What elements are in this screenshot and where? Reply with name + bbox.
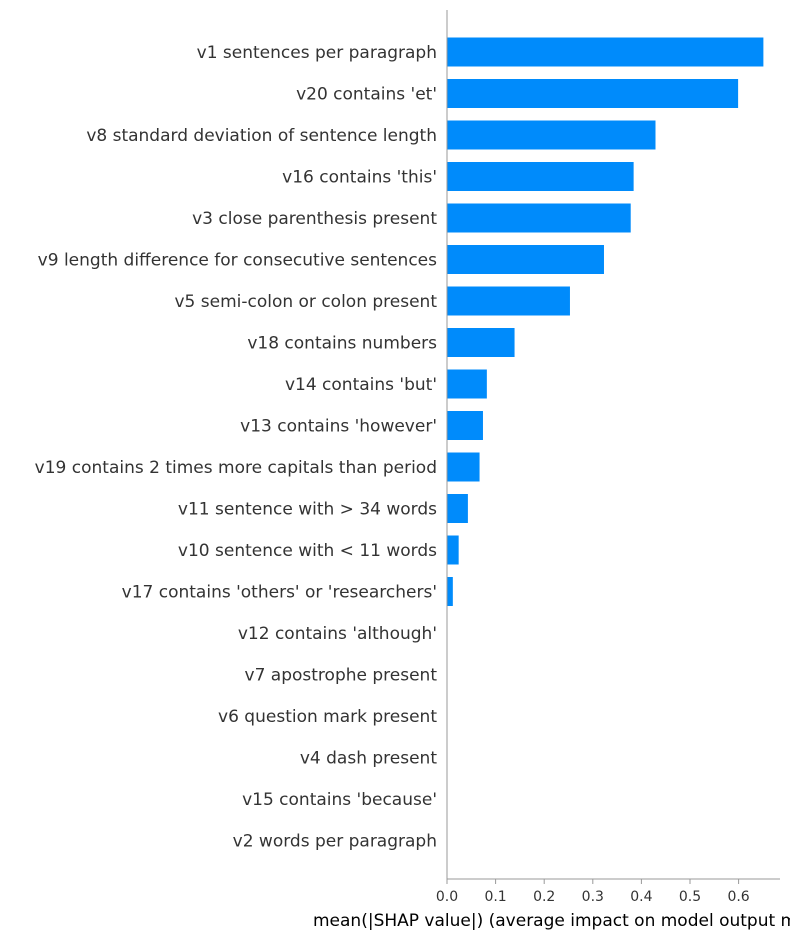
category-label: v1 sentences per paragraph bbox=[197, 43, 437, 63]
bar-11 bbox=[447, 452, 480, 482]
category-label: v12 contains 'although' bbox=[238, 624, 437, 644]
x-tick-label: 0.3 bbox=[582, 889, 604, 905]
category-label: v20 contains 'et' bbox=[296, 85, 437, 105]
bar-4 bbox=[447, 162, 634, 191]
bar-1 bbox=[447, 37, 764, 67]
category-label: v13 contains 'however' bbox=[240, 417, 437, 437]
x-tick-label: 0.5 bbox=[679, 889, 701, 905]
category-label: v2 words per paragraph bbox=[233, 832, 437, 852]
bar-12 bbox=[447, 494, 468, 523]
x-tick-label: 0.2 bbox=[533, 889, 555, 905]
bar-2 bbox=[447, 79, 739, 108]
bar-5 bbox=[447, 203, 631, 233]
x-tick-label: 0.4 bbox=[630, 889, 652, 905]
category-label: v17 contains 'others' or 'researchers' bbox=[122, 583, 437, 603]
category-label: v8 standard deviation of sentence length bbox=[86, 126, 437, 146]
bar-9 bbox=[447, 369, 487, 399]
bars-group bbox=[447, 37, 764, 606]
category-label: v5 semi-colon or colon present bbox=[174, 292, 437, 312]
x-tick-label: 0.6 bbox=[727, 889, 749, 905]
x-tick-label: 0.1 bbox=[484, 889, 506, 905]
category-label: v9 length difference for consecutive sen… bbox=[38, 251, 437, 271]
category-label: v16 contains 'this' bbox=[282, 168, 437, 188]
category-label: v7 apostrophe present bbox=[245, 666, 438, 686]
category-label: v11 sentence with > 34 words bbox=[178, 500, 437, 520]
category-label: v15 contains 'because' bbox=[242, 790, 437, 810]
bar-13 bbox=[447, 535, 459, 565]
x-axis-ticks: 0.0 0.1 0.2 0.3 0.4 0.5 0.6 bbox=[436, 879, 750, 905]
bar-3 bbox=[447, 120, 656, 150]
bar-10 bbox=[447, 411, 483, 440]
bar-8 bbox=[447, 328, 515, 357]
bar-14 bbox=[447, 577, 453, 606]
category-label: v4 dash present bbox=[300, 749, 437, 769]
category-label: v10 sentence with < 11 words bbox=[178, 541, 437, 561]
category-labels: v1 sentences per paragraph v20 contains '… bbox=[35, 43, 438, 852]
x-axis-title: mean(|SHAP value|) (average impact on mo… bbox=[313, 911, 790, 931]
bar-6 bbox=[447, 245, 604, 274]
category-label: v14 contains 'but' bbox=[285, 375, 437, 395]
category-label: v19 contains 2 times more capitals than … bbox=[35, 458, 437, 478]
x-tick-label: 0.0 bbox=[436, 889, 458, 905]
category-label: v18 contains numbers bbox=[247, 334, 437, 354]
bar-7 bbox=[447, 286, 570, 316]
category-label: v3 close parenthesis present bbox=[192, 209, 437, 229]
category-label: v6 question mark present bbox=[218, 707, 437, 727]
